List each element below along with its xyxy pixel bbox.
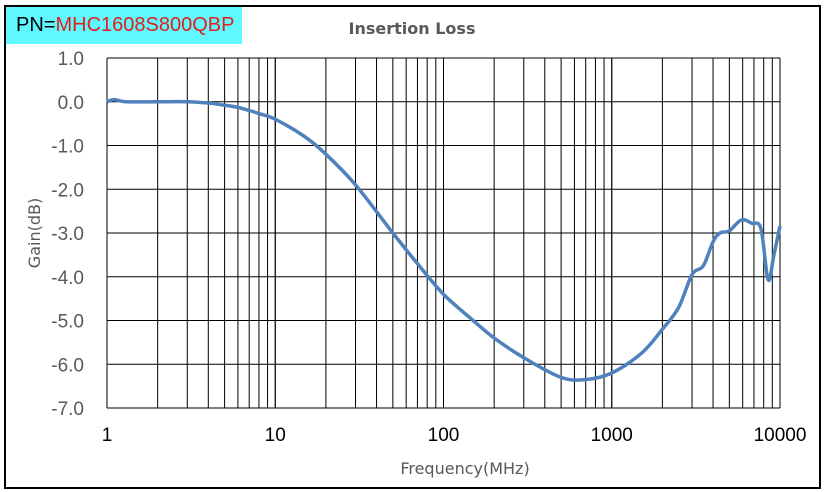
y-axis-label: Gain(dB) — [25, 198, 44, 268]
chart-frame — [4, 5, 821, 489]
y-tick-label: -7.0 — [51, 399, 84, 420]
x-tick-label: 100 — [428, 425, 460, 446]
y-tick-label: 1.0 — [58, 49, 84, 70]
x-axis-label: Frequency(MHz) — [400, 459, 529, 478]
x-tick-label: 1000 — [591, 425, 633, 446]
y-tick-label: -4.0 — [51, 268, 84, 289]
part-number-label: PN=MHC1608S800QBP — [6, 7, 242, 44]
y-tick-label: -5.0 — [51, 312, 84, 333]
chart-title: Insertion Loss — [349, 19, 476, 38]
x-tick-label: 10 — [265, 425, 286, 446]
y-tick-label: -3.0 — [51, 224, 84, 245]
x-tick-label: 10000 — [754, 425, 807, 446]
pn-prefix: PN= — [16, 14, 56, 36]
y-tick-label: -2.0 — [51, 180, 84, 201]
y-tick-label: -1.0 — [51, 137, 84, 158]
y-tick-label: 0.0 — [58, 93, 84, 114]
part-number: MHC1608S800QBP — [55, 14, 235, 36]
x-tick-label: 1 — [102, 425, 113, 446]
y-tick-label: -6.0 — [51, 355, 84, 376]
